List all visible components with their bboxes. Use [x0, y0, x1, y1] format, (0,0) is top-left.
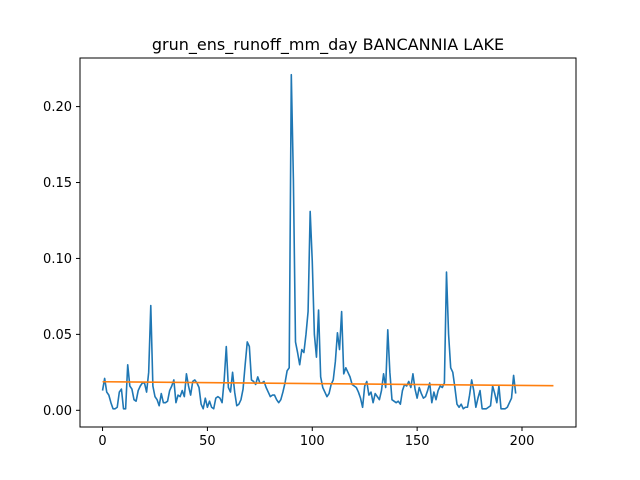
x-tick-label: 50	[199, 434, 216, 449]
plot-frame	[79, 57, 577, 428]
y-tick-label: 0.20	[43, 100, 72, 115]
series-line-1	[101, 73, 517, 410]
series-line-2	[102, 380, 554, 387]
chart-title: grun_ens_runoff_mm_day BANCANNIA LAKE	[152, 35, 504, 55]
y-tick-label: 0.00	[43, 404, 72, 419]
x-tick-label: 100	[300, 434, 325, 449]
y-tick-label: 0.05	[43, 328, 72, 343]
y-tick-label: 0.15	[43, 176, 72, 191]
series-layer	[101, 73, 554, 410]
y-tick-label: 0.10	[43, 252, 72, 267]
x-tick-label: 200	[510, 434, 535, 449]
x-tick-label: 0	[98, 434, 106, 449]
x-tick-label: 150	[405, 434, 430, 449]
axes-layer: 0 50 100 150 200 0.00 0.05 0.10 0.15 0.20	[43, 100, 534, 449]
